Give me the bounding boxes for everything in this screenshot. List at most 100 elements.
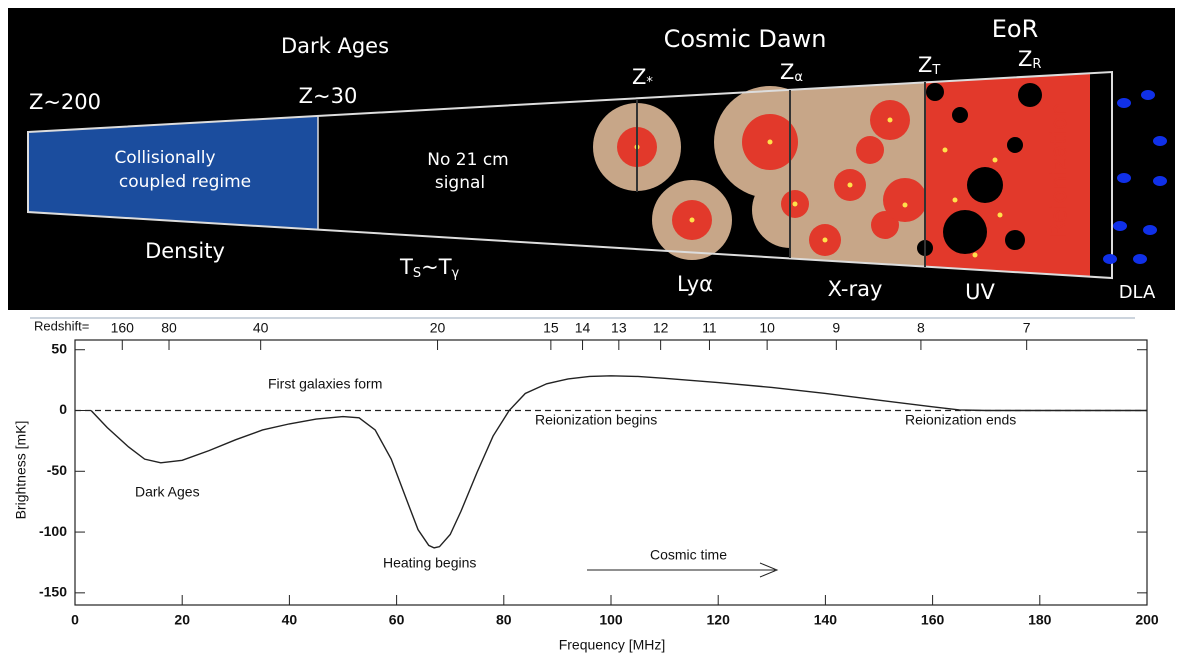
y-tick-label: -100: [39, 523, 67, 539]
dla-dot: [1117, 98, 1131, 108]
marker-main: Z: [918, 53, 932, 77]
y-tick-label: 0: [59, 401, 67, 417]
probe-part: T: [399, 255, 413, 279]
marker-sub: α: [794, 70, 803, 85]
dla-dot: [1103, 254, 1117, 264]
dla-dot: [1133, 254, 1147, 264]
x2-tick-label: 12: [653, 320, 669, 336]
marker-main: Z: [780, 60, 794, 84]
annotation: Reionization begins: [535, 412, 657, 428]
page: Dark Ages Cosmic Dawn EoR Z~200 Z~30 Z* …: [0, 0, 1180, 657]
marker-main: Z: [632, 65, 646, 89]
plot-frame: [75, 340, 1147, 605]
probe-part: ~T: [421, 255, 452, 279]
dla-dot: [1113, 221, 1127, 231]
probe-sub: S: [413, 266, 421, 281]
x2-tick-label: 20: [430, 320, 446, 336]
neutral-patch: [943, 210, 987, 254]
dla-dot: [1117, 173, 1131, 183]
source: [848, 183, 853, 188]
x2-tick-label: 160: [111, 320, 135, 336]
x-tick-label: 180: [1028, 612, 1052, 628]
source: [993, 158, 998, 163]
neutral-patch: [926, 83, 944, 101]
era-label: Dark Ages: [281, 34, 389, 58]
marker-sub: *: [646, 75, 653, 90]
neutral-patch: [967, 167, 1003, 203]
x2-tick-label: 7: [1023, 320, 1031, 336]
redshift-label: Z~30: [299, 84, 358, 108]
dla-dot: [1143, 225, 1157, 235]
x-tick-label: 200: [1135, 612, 1159, 628]
era-label: EoR: [992, 15, 1039, 43]
x-tick-label: 60: [389, 612, 405, 628]
y-tick-label: -50: [47, 462, 67, 478]
x2-tick-label: 80: [161, 320, 177, 336]
reionization-label: Reionization: [1047, 103, 1072, 238]
y-axis-label: Brightness [mK]: [13, 421, 29, 520]
dla-dot: [1153, 176, 1167, 186]
x2-tick-label: 8: [917, 320, 925, 336]
y-tick-label: -150: [39, 584, 67, 600]
figure: Dark Ages Cosmic Dawn EoR Z~200 Z~30 Z* …: [0, 0, 1180, 657]
x-tick-label: 120: [707, 612, 731, 628]
probe-label: UV: [965, 280, 995, 304]
annotation: Reionization ends: [905, 412, 1016, 428]
neutral-patch: [952, 107, 968, 123]
region-text: signal: [435, 173, 485, 193]
era-label: Cosmic Dawn: [664, 25, 827, 53]
source: [888, 118, 893, 123]
annotation: First galaxies form: [268, 376, 382, 392]
neutral-patch: [1007, 137, 1023, 153]
region-text: Collisionally: [114, 148, 215, 168]
x-tick-label: 0: [71, 612, 79, 628]
probe-label: DLA: [1119, 282, 1156, 303]
probe-label: Lyα: [677, 272, 713, 296]
source: [973, 253, 978, 258]
x2-tick-label: 40: [253, 320, 269, 336]
redshift-label: Z~200: [29, 90, 101, 114]
annotation: Cosmic time: [650, 547, 727, 563]
bubble-core: [883, 178, 927, 222]
x2-tick-label: 11: [702, 320, 717, 336]
dla-dot: [1153, 136, 1167, 146]
source: [998, 213, 1003, 218]
x2-axis-label: Redshift=: [34, 318, 89, 333]
marker-sub: T: [931, 63, 940, 78]
dla-dot: [1141, 90, 1155, 100]
x-tick-label: 80: [496, 612, 512, 628]
source: [690, 218, 695, 223]
source: [943, 148, 948, 153]
annotation: Dark Ages: [135, 484, 200, 500]
source: [823, 238, 828, 243]
probe-sub: γ: [452, 266, 460, 281]
x-axis-label: Frequency [MHz]: [559, 637, 666, 653]
brightness-curve: [91, 376, 1147, 548]
region-text: No 21 cm: [427, 150, 508, 170]
source: [903, 203, 908, 208]
x2-tick-label: 13: [611, 320, 627, 336]
source: [768, 140, 773, 145]
annotation: Heating begins: [383, 555, 476, 571]
x2-tick-label: 10: [759, 320, 775, 336]
source: [953, 198, 958, 203]
probe-label: Density: [145, 239, 225, 263]
source: [793, 202, 798, 207]
marker-sub: R: [1032, 57, 1041, 72]
x2-tick-label: 15: [543, 320, 559, 336]
bubble-core: [856, 136, 884, 164]
x2-tick-label: 9: [832, 320, 840, 336]
x-tick-label: 140: [814, 612, 838, 628]
x-tick-label: 40: [282, 612, 298, 628]
marker-main: Z: [1018, 47, 1032, 71]
x2-tick-label: 14: [575, 320, 591, 336]
y-tick-label: 50: [51, 340, 67, 356]
x-tick-label: 20: [174, 612, 190, 628]
probe-label: TS~Tγ: [399, 255, 460, 281]
region-text: coupled regime: [119, 172, 251, 192]
neutral-patch: [1005, 230, 1025, 250]
probe-label: X-ray: [828, 277, 883, 301]
x-tick-label: 100: [599, 612, 623, 628]
neutral-patch: [1018, 83, 1042, 107]
